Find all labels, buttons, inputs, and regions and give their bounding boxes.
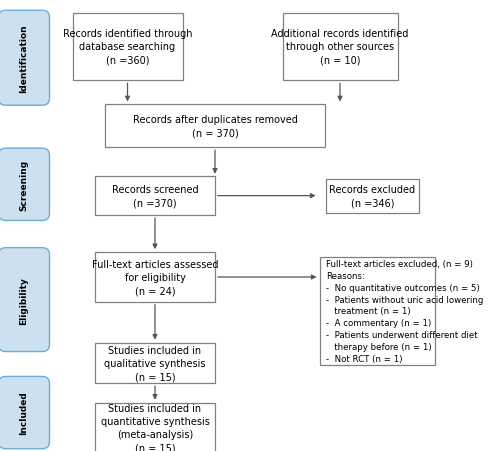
Bar	[95, 253, 215, 302]
Bar	[95, 403, 215, 451]
Text: Identification: Identification	[20, 24, 28, 93]
Bar	[320, 257, 435, 365]
Text: Additional records identified
through other sources
(n = 10): Additional records identified through ot…	[272, 29, 408, 65]
Bar	[282, 14, 398, 81]
Text: Studies included in
quantitative synthesis
(meta-analysis)
(n = 15): Studies included in quantitative synthes…	[100, 403, 210, 451]
FancyBboxPatch shape	[0, 377, 50, 449]
Text: Eligibility: Eligibility	[20, 276, 28, 324]
Text: Records after duplicates removed
(n = 370): Records after duplicates removed (n = 37…	[132, 115, 298, 138]
Bar	[95, 343, 215, 383]
Text: Full-text articles excluded, (n = 9)
Reasons:
-  No quantitative outcomes (n = 5: Full-text articles excluded, (n = 9) Rea…	[326, 260, 484, 363]
FancyBboxPatch shape	[0, 248, 50, 352]
FancyBboxPatch shape	[0, 149, 50, 221]
Text: Included: Included	[20, 391, 28, 434]
Bar	[105, 105, 325, 147]
Bar	[72, 14, 182, 81]
Text: Records identified through
database searching
(n =360): Records identified through database sear…	[63, 29, 192, 65]
FancyBboxPatch shape	[0, 11, 50, 106]
Text: Records screened
(n =370): Records screened (n =370)	[112, 184, 198, 208]
Text: Studies included in
qualitative synthesis
(n = 15): Studies included in qualitative synthesi…	[104, 345, 206, 381]
Bar	[95, 177, 215, 216]
Bar	[326, 179, 419, 213]
Text: Screening: Screening	[20, 159, 28, 211]
Text: Records excluded
(n =346): Records excluded (n =346)	[330, 184, 416, 208]
Text: Full-text articles assessed
for eligibility
(n = 24): Full-text articles assessed for eligibil…	[92, 259, 218, 295]
